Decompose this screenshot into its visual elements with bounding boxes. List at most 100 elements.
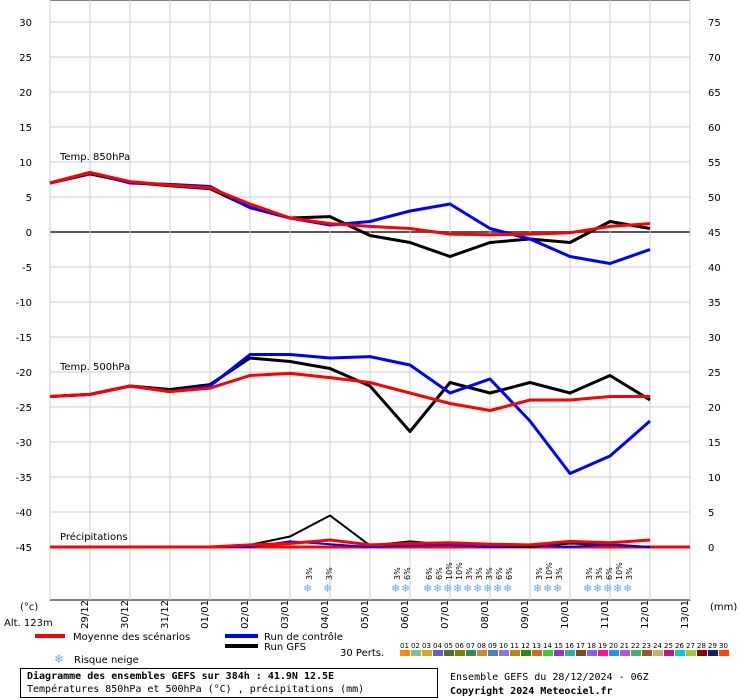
right-tick-label: 45	[708, 228, 721, 239]
perturbation-id: 28	[697, 642, 706, 650]
snow-icon: ❄	[391, 582, 400, 595]
right-tick-label: 75	[708, 18, 721, 29]
perturbation-id: 13	[532, 642, 541, 650]
right-tick-label: 70	[708, 53, 721, 64]
snow-icon: ❄	[503, 582, 512, 595]
perturbation-swatch	[532, 650, 542, 656]
snow-percent-label: 6%	[495, 567, 504, 580]
left-tick-label: 20	[19, 88, 32, 99]
x-tick-label: 08/01	[480, 600, 491, 629]
mean-t850-line	[49, 171, 651, 237]
perturbation-swatch	[631, 650, 641, 656]
x-tick-label: 30/12	[120, 600, 131, 629]
left-tick-label: 25	[19, 53, 32, 64]
left-tick-label: 30	[19, 18, 32, 29]
perturbation-id: 24	[653, 642, 662, 650]
snow-icon: ❄	[483, 582, 492, 595]
legend-gfs-label: Run GFS	[264, 642, 306, 653]
snow-percent-label: 10%	[615, 562, 624, 580]
snow-percent-label: 6%	[435, 567, 444, 580]
mean-precip-line	[50, 538, 651, 549]
chart-subtitle: Températures 850hPa et 500hPa (°C) , pré…	[27, 684, 365, 695]
perturbation-id: 05	[444, 642, 453, 650]
snow-icon: ❄	[543, 582, 552, 595]
perturbation-id: 25	[664, 642, 673, 650]
x-tick-label: 05/01	[360, 600, 371, 629]
snow-icon: ❄	[493, 582, 502, 595]
snow-icon: ❄	[401, 582, 410, 595]
x-tick-label: 11/01	[600, 600, 611, 629]
perturbation-swatch	[488, 650, 498, 656]
snow-percent-label: 10%	[445, 562, 454, 580]
x-tick-label: 02/01	[240, 600, 251, 629]
left-tick-label: 0	[26, 228, 32, 239]
perturbation-swatch	[576, 650, 586, 656]
snow-icon: ❄	[593, 582, 602, 595]
perturbation-swatch	[620, 650, 630, 656]
right-tick-label: 5	[708, 508, 714, 519]
right-tick-label: 10	[708, 473, 721, 484]
perturbation-swatch	[653, 650, 663, 656]
perturbation-id: 14	[543, 642, 552, 650]
perturbation-swatch	[642, 650, 652, 656]
snow-percent-label: 3%	[475, 567, 484, 580]
snow-percent-label: 3%	[595, 567, 604, 580]
legend-mean-label: Moyenne des scénarios	[73, 631, 190, 643]
left-tick-label: -15	[16, 333, 32, 344]
perturbation-swatch	[697, 650, 707, 656]
perturbation-id: 16	[565, 642, 574, 650]
perturbation-id: 08	[477, 642, 486, 650]
snow-percent-label: 3%	[555, 567, 564, 580]
snow-percent-label: 6%	[505, 567, 514, 580]
perturbation-id: 11	[510, 642, 519, 650]
perturbation-id: 10	[499, 642, 508, 650]
perturbation-swatch	[719, 650, 729, 656]
snow-percent-label: 6%	[425, 567, 434, 580]
perturbation-swatch	[598, 650, 608, 656]
perturbation-id: 07	[466, 642, 475, 650]
perturbation-id: 20	[609, 642, 618, 650]
right-tick-label: 15	[708, 438, 721, 449]
x-tick-label: 13/01	[680, 600, 691, 629]
perturbation-id: 18	[587, 642, 596, 650]
left-tick-label: -45	[16, 543, 32, 554]
perturbation-swatch	[466, 650, 476, 656]
perturbation-swatch	[664, 650, 674, 656]
left-tick-label: 10	[19, 158, 32, 169]
snow-icon: ❄	[463, 582, 472, 595]
perturbation-swatch	[609, 650, 619, 656]
right-tick-label: 40	[708, 263, 721, 274]
right-tick-label: 30	[708, 333, 721, 344]
chart-title: Diagramme des ensembles GEFS sur 384h : …	[27, 671, 335, 682]
x-tick-label: 04/01	[320, 600, 331, 629]
left-tick-label: -35	[16, 473, 32, 484]
right-tick-label: 25	[708, 368, 721, 379]
snow-percent-label: 3%	[585, 567, 594, 580]
copyright: Copyright 2024 Meteociel.fr	[450, 686, 613, 697]
perturbation-swatch	[554, 650, 564, 656]
perturbation-id: 21	[620, 642, 629, 650]
snow-percent-label: 10%	[545, 562, 554, 580]
right-tick-label: 50	[708, 193, 721, 204]
left-tick-label: 15	[19, 123, 32, 134]
x-tick-label: 01/01	[200, 600, 211, 629]
perturbation-id: 22	[631, 642, 640, 650]
x-tick-label: 10/01	[560, 600, 571, 629]
ensemble-run: Ensemble GEFS du 28/12/2024 - 06Z	[450, 672, 649, 683]
legend-snow-icon: ❄	[54, 652, 64, 666]
perturbation-id: 17	[576, 642, 585, 650]
perturbation-swatch	[565, 650, 575, 656]
snow-icon: ❄	[623, 582, 632, 595]
snow-percent-label: 3%	[535, 567, 544, 580]
perturbation-id: 30	[719, 642, 728, 650]
legend-snow-label: Risque neige	[74, 655, 139, 666]
perturbation-swatch	[400, 650, 410, 656]
perturbation-id: 23	[642, 642, 651, 650]
right-tick-label: 65	[708, 88, 721, 99]
snow-percent-label: 3%	[325, 567, 334, 580]
perturbation-swatch	[521, 650, 531, 656]
section-label-precip: Précipitations	[60, 531, 128, 543]
snow-icon: ❄	[583, 582, 592, 595]
snow-icon: ❄	[533, 582, 542, 595]
